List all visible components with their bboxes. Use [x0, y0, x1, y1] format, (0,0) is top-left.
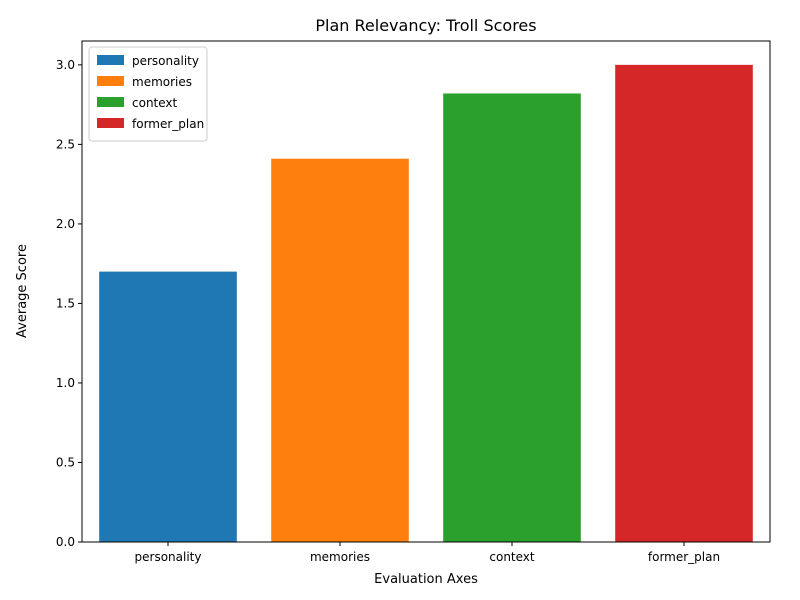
- plot-frame: [81, 40, 771, 543]
- x-tick-label: context: [489, 550, 535, 564]
- legend-swatch-context: [97, 97, 124, 107]
- bar-memories: [271, 158, 409, 542]
- chart-title: Plan Relevancy: Troll Scores: [315, 16, 536, 35]
- x-axis: personality memories context former_plan: [135, 542, 720, 564]
- bar-context: [443, 93, 581, 542]
- legend: personality memories context former_plan: [88, 46, 208, 142]
- bar-personality: [99, 271, 237, 542]
- bar-former_plan: [615, 64, 753, 542]
- y-tick-label: 0.0: [56, 535, 75, 549]
- y-tick-label: 1.5: [56, 296, 75, 310]
- x-tick-label: former_plan: [648, 550, 720, 564]
- legend-label-memories: memories: [132, 75, 192, 89]
- y-axis-label: Average Score: [15, 244, 30, 338]
- y-tick-label: 1.0: [56, 376, 75, 390]
- legend-label-personality: personality: [132, 54, 199, 68]
- x-tick-label: memories: [310, 550, 370, 564]
- y-tick-label: 0.5: [56, 455, 75, 469]
- y-axis: 0.0 0.5 1.0 1.5 2.0 2.5 3.0: [56, 58, 82, 549]
- legend-label-context: context: [132, 96, 178, 110]
- y-tick-label: 3.0: [56, 58, 75, 72]
- bars-layer: [99, 64, 753, 542]
- y-tick-label: 2.0: [56, 217, 75, 231]
- x-axis-label: Evaluation Axes: [374, 572, 478, 587]
- x-tick-label: personality: [135, 550, 202, 564]
- legend-swatch-former_plan: [97, 118, 124, 128]
- legend-label-former_plan: former_plan: [132, 117, 204, 131]
- y-tick-label: 2.5: [56, 137, 75, 151]
- legend-swatch-personality: [97, 55, 124, 65]
- legend-box: [88, 46, 208, 142]
- legend-swatch-memories: [97, 76, 124, 86]
